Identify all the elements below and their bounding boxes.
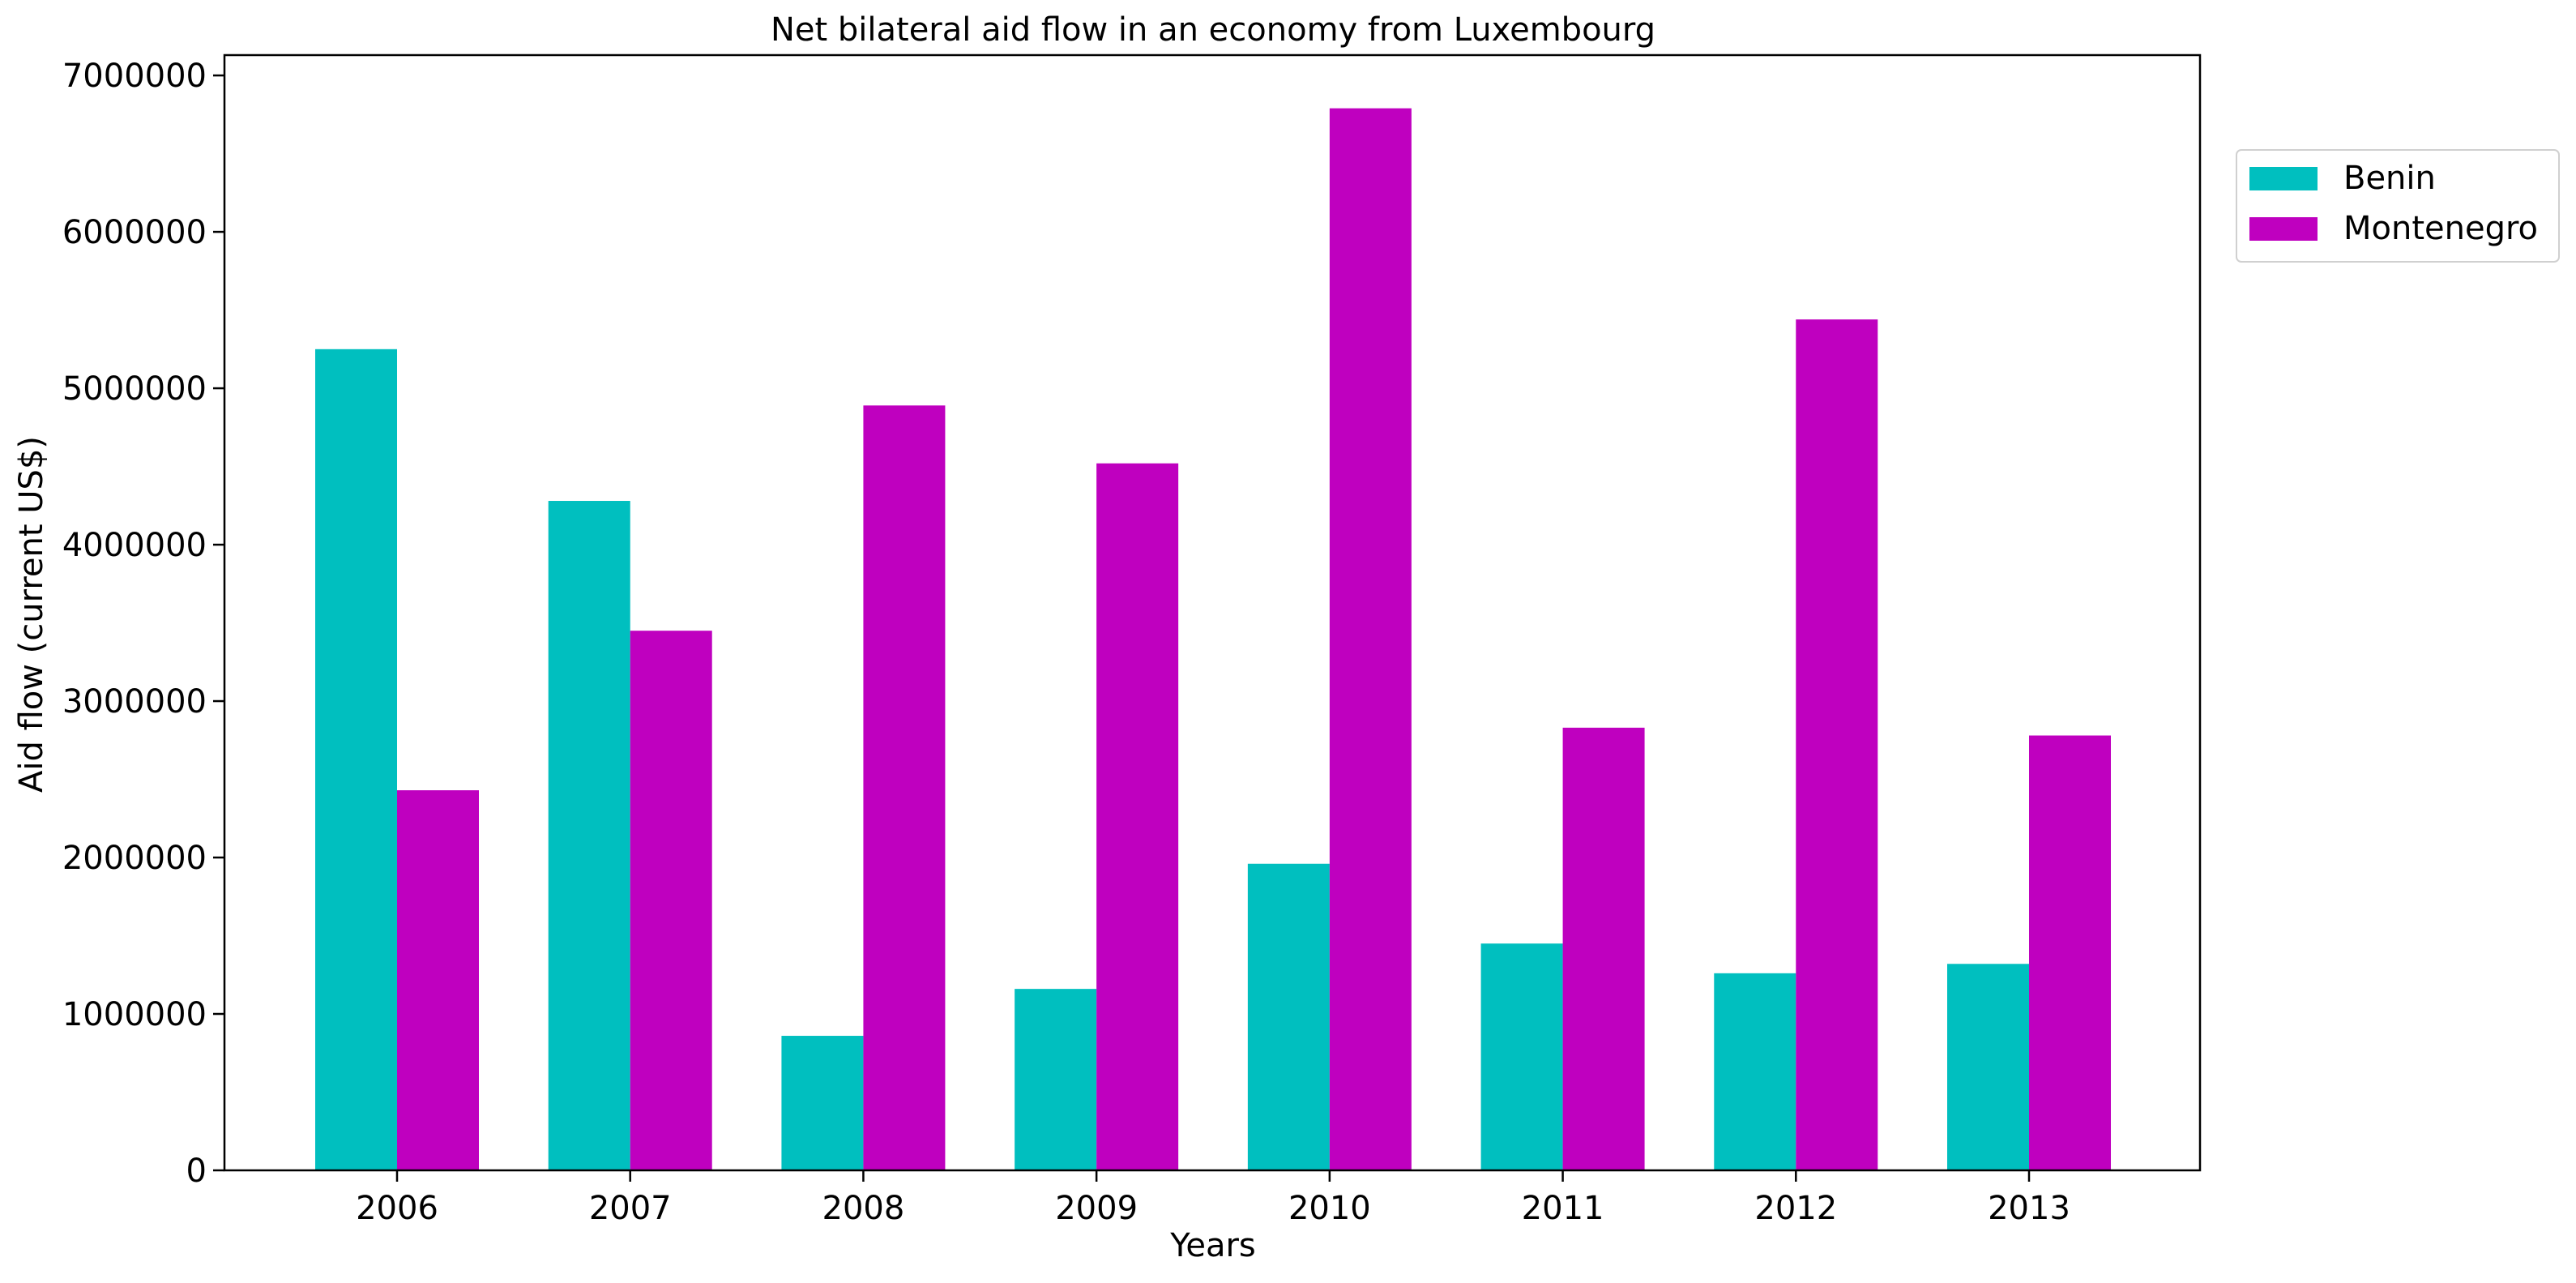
bar-montenegro-2010 (1329, 108, 1412, 1170)
x-tick-label: 2006 (356, 1190, 438, 1227)
bar-benin-2006 (315, 349, 397, 1170)
bar-benin-2010 (1247, 863, 1330, 1170)
x-tick-label: 2012 (1754, 1190, 1837, 1227)
y-tick-label: 0 (186, 1153, 207, 1190)
bar-benin-2008 (781, 1036, 864, 1170)
x-tick-label: 2011 (1522, 1190, 1604, 1227)
bar-montenegro-2009 (1096, 463, 1179, 1170)
bar-montenegro-2013 (2029, 735, 2111, 1170)
bar-benin-2011 (1480, 943, 1563, 1170)
bar-montenegro-2008 (863, 405, 946, 1170)
x-tick-label: 2013 (1988, 1190, 2070, 1227)
x-tick-label: 2010 (1288, 1190, 1371, 1227)
bar-montenegro-2007 (630, 631, 712, 1170)
chart-title: Net bilateral aid flow in an economy fro… (771, 11, 1655, 49)
x-tick-label: 2009 (1055, 1190, 1138, 1227)
bar-series-group (315, 108, 2111, 1170)
y-tick-label: 1000000 (62, 996, 207, 1033)
legend-swatch-montenegro (2249, 217, 2318, 241)
legend-label-benin: Benin (2343, 160, 2436, 197)
y-tick-label: 3000000 (62, 683, 207, 721)
y-tick-label: 2000000 (62, 840, 207, 877)
x-axis-ticks: 2006 2007 2008 2009 2010 2011 2012 2013 (356, 1170, 2070, 1227)
x-tick-label: 2008 (822, 1190, 905, 1227)
bar-montenegro-2011 (1562, 727, 1645, 1170)
bar-benin-2013 (1947, 964, 2029, 1170)
x-axis-label: Years (1169, 1227, 1256, 1264)
y-axis-label: Aid flow (current US$) (13, 436, 50, 793)
y-tick-label: 6000000 (62, 214, 207, 251)
bar-montenegro-2006 (397, 790, 479, 1170)
bar-benin-2012 (1714, 973, 1796, 1170)
y-axis-ticks: 0 1000000 2000000 3000000 4000000 5000000 6000… (62, 58, 224, 1190)
y-tick-label: 5000000 (62, 370, 207, 408)
y-tick-label: 4000000 (62, 527, 207, 564)
bar-benin-2007 (548, 501, 630, 1170)
legend-swatch-benin (2249, 167, 2318, 190)
bar-benin-2009 (1015, 989, 1097, 1170)
x-tick-label: 2007 (589, 1190, 672, 1227)
legend-label-montenegro: Montenegro (2343, 210, 2538, 247)
bar-montenegro-2012 (1796, 319, 1878, 1170)
legend: Benin Montenegro (2236, 149, 2560, 263)
y-tick-label: 7000000 (62, 58, 207, 95)
plot-frame (223, 53, 2202, 1172)
